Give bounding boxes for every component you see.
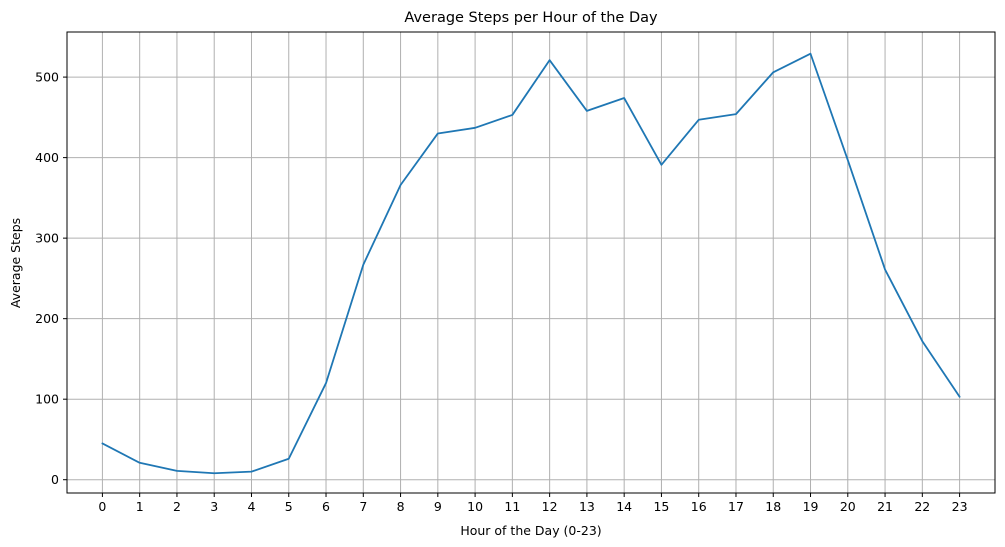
- x-tick-label: 14: [616, 499, 632, 514]
- x-tick-label: 9: [434, 499, 442, 514]
- x-tick-label: 21: [877, 499, 893, 514]
- x-tick-label: 11: [504, 499, 520, 514]
- x-tick-label: 4: [248, 499, 256, 514]
- x-axis-label: Hour of the Day (0-23): [460, 523, 601, 538]
- x-tick-label: 8: [397, 499, 405, 514]
- x-tick-label: 22: [914, 499, 930, 514]
- x-tick-label: 3: [210, 499, 218, 514]
- x-tick-label: 16: [691, 499, 707, 514]
- x-tick-label: 0: [98, 499, 106, 514]
- x-tick-label: 20: [840, 499, 856, 514]
- x-tick-label: 10: [467, 499, 483, 514]
- grid-lines: [67, 32, 995, 493]
- x-tick-label: 17: [728, 499, 744, 514]
- x-tick-label: 18: [765, 499, 781, 514]
- y-tick-label: 100: [35, 392, 59, 407]
- x-tick-label: 12: [542, 499, 558, 514]
- x-tick-label: 7: [359, 499, 367, 514]
- x-tick-labels: 0 1 2 3 4 5 6 7 8 9 10 11 12 13 14 15 16 17 18 19 20 21 22 23: [98, 499, 967, 514]
- x-tick-label: 2: [173, 499, 181, 514]
- x-tick-label: 19: [803, 499, 819, 514]
- y-tick-labels: 0 100 200 300 400 500: [35, 70, 59, 488]
- y-axis-label: Average Steps: [8, 218, 23, 308]
- x-tick-label: 23: [952, 499, 968, 514]
- axes-frame: [66, 31, 996, 494]
- y-tick-label: 200: [35, 311, 59, 326]
- y-tick-label: 300: [35, 231, 59, 246]
- y-tick-label: 400: [35, 150, 59, 165]
- y-tick-label: 0: [51, 472, 59, 487]
- x-tick-label: 1: [136, 499, 144, 514]
- x-tick-label: 6: [322, 499, 330, 514]
- x-tick-label: 5: [285, 499, 293, 514]
- series-line: [101, 52, 961, 475]
- chart-title: Average Steps per Hour of the Day: [404, 10, 658, 26]
- tick-marks: [63, 76, 961, 497]
- y-tick-label: 500: [35, 70, 59, 85]
- x-tick-label: 13: [579, 499, 595, 514]
- x-tick-label: 15: [653, 499, 669, 514]
- series-layer: [101, 52, 961, 475]
